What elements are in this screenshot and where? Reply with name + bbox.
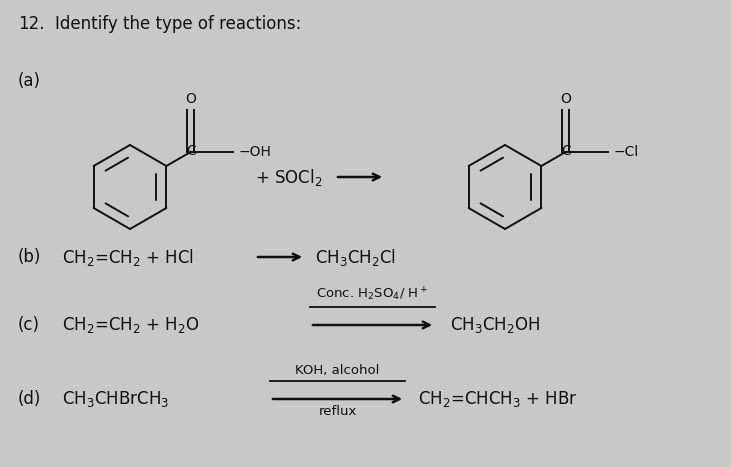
Text: reflux: reflux — [318, 405, 357, 418]
Text: (c): (c) — [18, 316, 40, 334]
Text: (a): (a) — [18, 72, 41, 90]
Text: CH$_3$CH$_2$OH: CH$_3$CH$_2$OH — [450, 315, 540, 335]
Text: (d): (d) — [18, 390, 42, 408]
Text: CH$_2$=CHCH$_3$ + HBr: CH$_2$=CHCH$_3$ + HBr — [418, 389, 577, 409]
Text: O: O — [185, 92, 196, 106]
Text: KOH, alcohol: KOH, alcohol — [295, 364, 379, 377]
Text: CH$_3$CH$_2$Cl: CH$_3$CH$_2$Cl — [315, 247, 396, 268]
Text: −OH: −OH — [238, 145, 271, 159]
Text: Conc. H$_2$SO$_4$/ H$^+$: Conc. H$_2$SO$_4$/ H$^+$ — [317, 286, 428, 303]
Text: O: O — [560, 92, 571, 106]
Text: CH$_2$=CH$_2$ + HCl: CH$_2$=CH$_2$ + HCl — [62, 247, 194, 268]
Text: −Cl: −Cl — [613, 145, 639, 159]
Text: CH$_3$CHBrCH$_3$: CH$_3$CHBrCH$_3$ — [62, 389, 170, 409]
Text: CH$_2$=CH$_2$ + H$_2$O: CH$_2$=CH$_2$ + H$_2$O — [62, 315, 200, 335]
Text: 12.: 12. — [18, 15, 45, 33]
Text: C: C — [186, 144, 196, 158]
Text: Identify the type of reactions:: Identify the type of reactions: — [55, 15, 301, 33]
Text: + SOCl$_2$: + SOCl$_2$ — [255, 167, 322, 187]
Text: C: C — [561, 144, 571, 158]
Text: (b): (b) — [18, 248, 42, 266]
